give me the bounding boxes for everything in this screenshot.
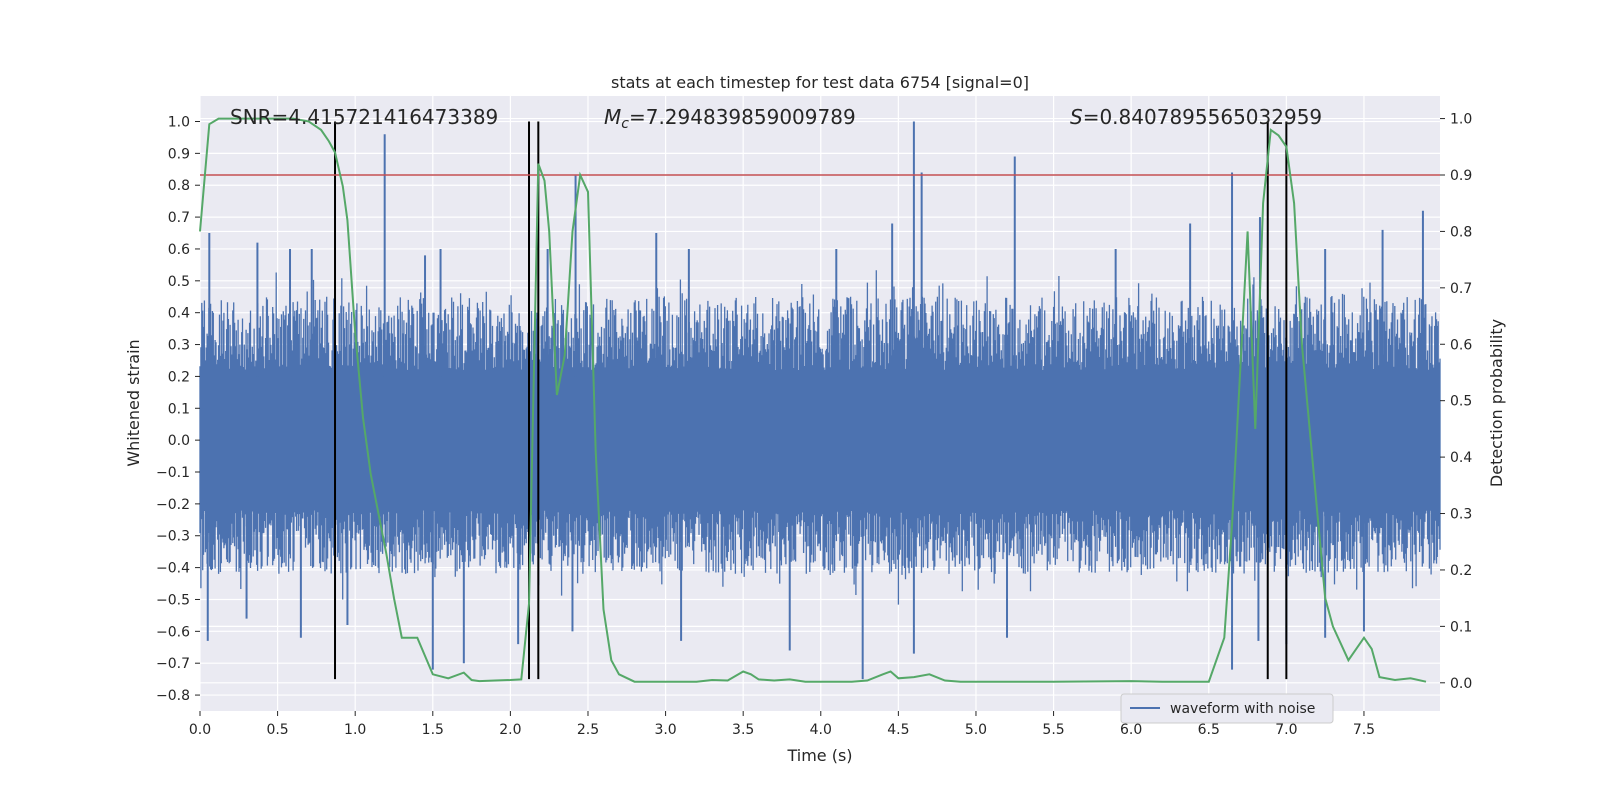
y-tick-label-left: 0.0 [168, 433, 190, 449]
y-tick-label-left: −0.7 [156, 656, 190, 672]
mc-value: =7.294839859009789 [629, 105, 856, 129]
snr-annotation: SNR=4.415721416473389 [230, 105, 498, 129]
legend-label: waveform with noise [1170, 701, 1315, 717]
y-tick-label-left: −0.6 [156, 624, 190, 640]
s-annotation: S=0.8407895565032959 [1070, 105, 1322, 129]
y-tick-label-left: 0.7 [168, 210, 190, 226]
y-tick-label-left: 0.2 [168, 369, 190, 385]
y-ticks-right: 1.0 0.9 0.8 0.7 0.6 0.5 0.4 0.3 0.2 0.1 0.0 [1440, 112, 1472, 692]
x-tick-label: 2.5 [577, 722, 599, 738]
y-tick-label-left: 0.4 [168, 306, 190, 322]
x-tick-label: 7.5 [1353, 722, 1375, 738]
detection-probability-line [199, 117, 1427, 683]
x-tick-label: 5.0 [965, 722, 987, 738]
x-tick-label: 4.5 [887, 722, 909, 738]
y-tick-label-left: 0.6 [168, 242, 190, 258]
y-tick-label-left: −0.5 [156, 592, 190, 608]
y-axis-label-left: Whitened strain [124, 339, 143, 466]
x-tick-label: 3.0 [654, 722, 676, 738]
y-tick-label-left: 0.8 [168, 178, 190, 194]
y-tick-label-right: 0.4 [1450, 450, 1472, 466]
x-tick-label: 0.5 [266, 722, 288, 738]
x-tick-label: 6.5 [1198, 722, 1220, 738]
y-tick-label-left: 0.9 [168, 146, 190, 162]
y-ticks-left: 1.0 0.9 0.8 0.7 0.6 0.5 0.4 0.3 0.2 0.1 0.0 −0.1 −0.… [156, 114, 200, 704]
mc-symbol: M [604, 105, 621, 129]
y-tick-label-left: 1.0 [168, 114, 190, 130]
y-tick-label-left: 0.3 [168, 338, 190, 354]
chart-title: stats at each timestep for test data 675… [611, 73, 1029, 92]
y-tick-label-left: 0.1 [168, 401, 190, 417]
y-tick-label-right: 0.7 [1450, 281, 1472, 297]
y-tick-label-left: −0.2 [156, 497, 190, 513]
s-symbol: S [1070, 105, 1083, 129]
x-tick-label: 1.0 [344, 722, 366, 738]
x-tick-label: 3.5 [732, 722, 754, 738]
y-tick-label-left: −0.1 [156, 465, 190, 481]
x-tick-label: 1.5 [422, 722, 444, 738]
x-tick-label: 4.0 [810, 722, 832, 738]
y-tick-label-right: 0.6 [1450, 337, 1472, 353]
s-value: =0.8407895565032959 [1083, 105, 1322, 129]
y-tick-label-right: 0.8 [1450, 224, 1472, 240]
x-tick-label: 7.0 [1275, 722, 1297, 738]
y-tick-label-right: 0.5 [1450, 394, 1472, 410]
y-tick-label-left: −0.8 [156, 688, 190, 704]
y-tick-label-right: 0.3 [1450, 507, 1472, 523]
y-tick-label-left: −0.3 [156, 529, 190, 545]
y-tick-label-right: 0.1 [1450, 619, 1472, 635]
y-axis-label-right: Detection probability [1487, 319, 1506, 487]
y-tick-label-right: 0.9 [1450, 168, 1472, 184]
x-tick-label: 2.0 [499, 722, 521, 738]
y-tick-label-right: 0.2 [1450, 563, 1472, 579]
y-tick-label-left: 0.5 [168, 274, 190, 290]
x-tick-label: 0.0 [189, 722, 211, 738]
x-tick-label: 5.5 [1042, 722, 1064, 738]
x-axis-label: Time (s) [786, 746, 852, 765]
x-tick-label: 6.0 [1120, 722, 1142, 738]
mc-subscript: c [621, 116, 629, 132]
y-tick-label-right: 1.0 [1450, 112, 1472, 128]
legend-box [1120, 693, 1334, 724]
y-tick-label-right: 0.0 [1450, 676, 1472, 692]
mc-annotation: Mc=7.294839859009789 [604, 105, 856, 132]
legend: waveform with noise [1120, 693, 1334, 724]
y-tick-label-left: −0.4 [156, 561, 190, 577]
